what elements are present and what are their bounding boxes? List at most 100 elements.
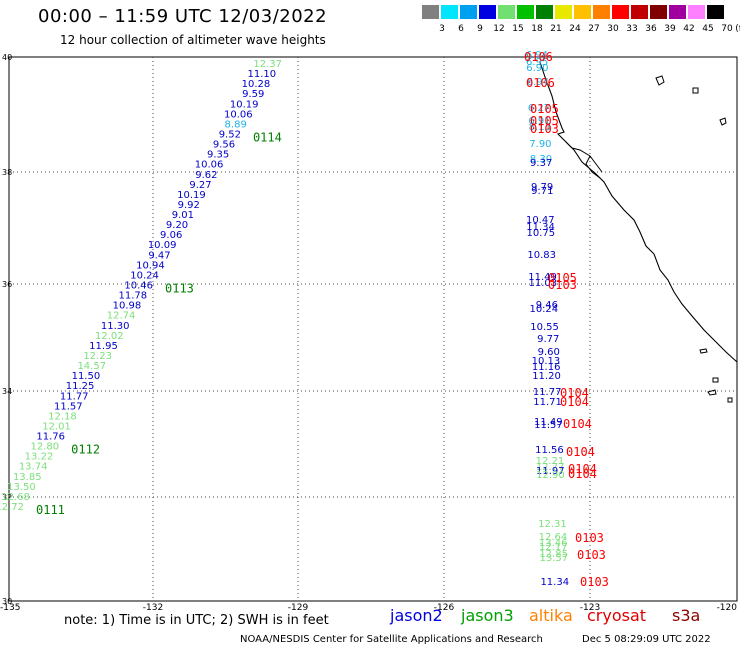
wave-height-value: 8.30 bbox=[530, 154, 552, 165]
pass-time-label: 0103 bbox=[530, 122, 559, 136]
wave-height-value: 9.92 bbox=[178, 200, 200, 211]
scale-swatch bbox=[555, 5, 572, 19]
lat-label: 40 bbox=[2, 53, 12, 62]
wave-height-value: 9.52 bbox=[219, 129, 241, 140]
wave-height-value: 10.83 bbox=[527, 250, 556, 261]
wave-height-value: 11.57 bbox=[534, 420, 563, 431]
scale-label: 42 bbox=[683, 24, 695, 34]
pass-time-label: 0111 bbox=[36, 503, 65, 517]
wave-height-value: 12.85 bbox=[539, 549, 568, 560]
scale-swatch bbox=[669, 5, 686, 19]
wave-height-value: 13.85 bbox=[13, 472, 42, 483]
scale-label: 3 bbox=[439, 24, 445, 34]
wave-height-value: 6.91 bbox=[528, 116, 550, 127]
wave-height-value: 9.59 bbox=[242, 89, 264, 100]
scale-swatch bbox=[593, 5, 610, 19]
wave-height-value: 9.35 bbox=[207, 150, 229, 161]
wave-height-value: 12.72 bbox=[0, 502, 24, 513]
wave-height-value: 10.24 bbox=[530, 304, 559, 315]
scale-label: 12 bbox=[493, 24, 505, 34]
wave-height-value: 9.79 bbox=[531, 182, 553, 193]
wave-height-value: 9.27 bbox=[189, 180, 211, 191]
lon-label: -120 bbox=[717, 603, 738, 613]
wave-height-value: 10.09 bbox=[148, 240, 177, 251]
wave-height-value: 10.75 bbox=[526, 228, 555, 239]
map-title: 00:00 – 11:59 UTC 12/03/2022 bbox=[38, 6, 328, 27]
lat-label: 38 bbox=[2, 168, 12, 177]
wave-height-value: 10.19 bbox=[177, 190, 206, 201]
satellite-label: cryosat bbox=[587, 606, 647, 625]
satellite-label: jason2 bbox=[390, 606, 443, 625]
wave-height-value: 11.50 bbox=[72, 371, 101, 382]
lat-label: 36 bbox=[2, 280, 12, 289]
wave-height-value: 9.77 bbox=[537, 334, 559, 345]
pass-time-label: 0104 bbox=[568, 467, 597, 481]
pass-time-label: 0114 bbox=[253, 130, 282, 144]
pass-time-label: 0103 bbox=[580, 575, 609, 589]
wave-height-value: 11.71 bbox=[533, 397, 562, 408]
wave-height-value: 13.57 bbox=[539, 553, 568, 564]
lat-label: 34 bbox=[2, 387, 12, 396]
pass-time-label: 0104 bbox=[568, 462, 597, 476]
scale-swatch bbox=[707, 5, 724, 19]
wave-height-value: 10.06 bbox=[195, 160, 224, 171]
wave-height-value: 11.56 bbox=[535, 445, 564, 456]
wave-height-value: 10.19 bbox=[230, 99, 259, 110]
scale-swatch bbox=[422, 5, 439, 19]
map-grid bbox=[9, 57, 737, 601]
lat-label: 32 bbox=[2, 493, 12, 502]
wave-height-value: 13.50 bbox=[7, 482, 36, 493]
scale-unit: (ft) bbox=[735, 24, 740, 34]
wave-height-value: 11.34 bbox=[526, 222, 555, 233]
bay-shoreline bbox=[565, 141, 603, 179]
wave-height-value: 13.46 bbox=[539, 538, 568, 549]
wave-height-value: 8.89 bbox=[225, 119, 247, 130]
wave-height-value: 11.03 bbox=[528, 278, 557, 289]
units-note: note: 1) Time is in UTC; 2) SWH is in fe… bbox=[64, 613, 329, 628]
wave-height-value: 10.55 bbox=[530, 322, 559, 333]
axis-labels: 40 38 36 34 32 30-135 -132 -129 -126 -123 -120 bbox=[0, 53, 737, 613]
lon-label: -132 bbox=[143, 603, 163, 613]
scale-label: 15 bbox=[512, 24, 524, 34]
pass-time-label: 0104 bbox=[560, 386, 589, 400]
wave-height-value: 12.80 bbox=[31, 442, 60, 453]
scale-label: 6 bbox=[458, 24, 464, 34]
scale-label: 33 bbox=[626, 24, 638, 34]
scale-label: 24 bbox=[569, 24, 581, 34]
wave-height-value: 9.60 bbox=[538, 347, 560, 358]
pass-time-label: 0112 bbox=[71, 443, 100, 457]
scale-label: 70 bbox=[721, 24, 733, 34]
wave-height-value: 11.30 bbox=[101, 321, 130, 332]
scale-swatch bbox=[688, 5, 705, 19]
wave-height-value: 11.16 bbox=[532, 362, 561, 373]
wave-height-value: 11.49 bbox=[528, 272, 557, 283]
pass-time-label: 0106 bbox=[526, 76, 555, 90]
wave-height-value: 10.28 bbox=[242, 79, 271, 90]
satellite-label: altika bbox=[529, 606, 573, 625]
wave-height-value: 12.17 bbox=[539, 542, 568, 553]
west-track-times: 0114 0113 0112 0111 bbox=[36, 130, 282, 517]
wave-height-value: 10.46 bbox=[124, 281, 153, 292]
wave-height-value: 11.10 bbox=[247, 69, 276, 80]
scale-label: 45 bbox=[702, 24, 714, 34]
pass-time-label: 0103 bbox=[548, 278, 577, 292]
wave-height-value: 13.74 bbox=[19, 462, 48, 473]
scale-swatch bbox=[536, 5, 553, 19]
wave-height-value: 12.90 bbox=[536, 470, 565, 481]
wave-height-value: 9.06 bbox=[160, 230, 182, 241]
pass-time-label: 0103 bbox=[577, 548, 606, 562]
wave-height-value: 10.94 bbox=[136, 260, 165, 271]
wave-height-value: 10.13 bbox=[532, 356, 561, 367]
channel-islands bbox=[655, 75, 733, 403]
pass-time-label: 0105 bbox=[548, 271, 577, 285]
pass-time-label: 0103 bbox=[575, 531, 604, 545]
wave-height-value: 11.77 bbox=[60, 391, 89, 402]
wave-height-value: 11.77 bbox=[533, 387, 562, 398]
scale-label: 9 bbox=[477, 24, 483, 34]
wave-height-value: 6.94 bbox=[527, 77, 549, 88]
pass-time-label: 0104 bbox=[563, 417, 592, 431]
coastline bbox=[539, 61, 738, 363]
lon-label: -123 bbox=[580, 603, 600, 613]
scale-swatch bbox=[612, 5, 629, 19]
pass-time-label: 0105 bbox=[530, 102, 559, 116]
